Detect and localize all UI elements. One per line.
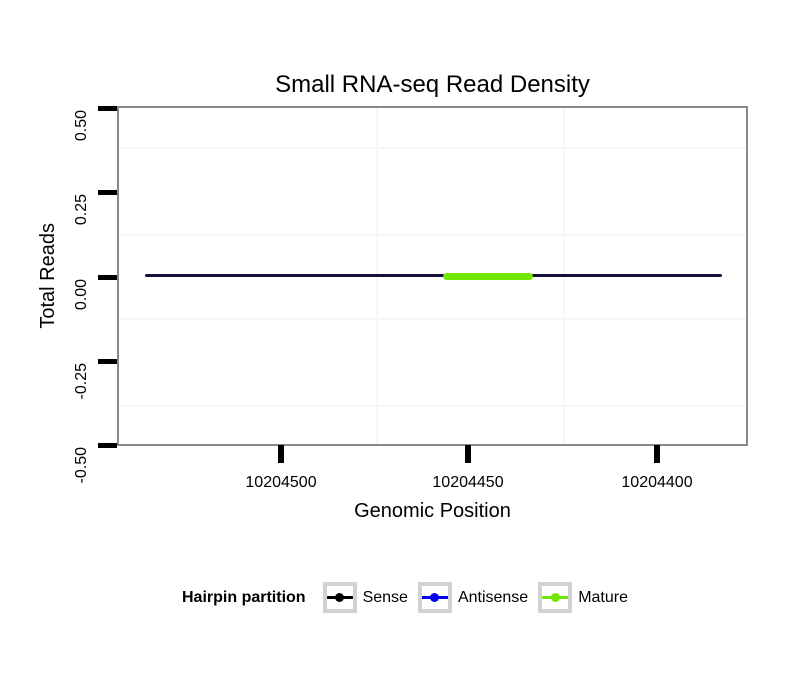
y-tick-label: 0.25 bbox=[73, 194, 90, 226]
x-tick-label: 10204500 bbox=[245, 474, 317, 491]
legend: Hairpin partition Sense Antisense Mature bbox=[0, 581, 810, 614]
chart-title: Small RNA-seq Read Density bbox=[275, 71, 590, 98]
x-axis-tick bbox=[465, 445, 471, 463]
y-axis-title-box: Total Reads bbox=[36, 106, 60, 446]
y-axis-tick bbox=[98, 275, 117, 280]
x-axis-title: Genomic Position bbox=[354, 500, 511, 522]
point-glyph-icon bbox=[335, 593, 345, 602]
legend-title: Hairpin partition bbox=[182, 588, 306, 606]
y-tick-label: -0.25 bbox=[73, 363, 90, 400]
legend-key-sense bbox=[322, 582, 357, 613]
legend-label-mature: Mature bbox=[578, 588, 628, 606]
mature-region-segment bbox=[443, 273, 533, 280]
plot-panel-border bbox=[117, 106, 748, 446]
legend-key-mature bbox=[538, 582, 573, 613]
x-axis-tick bbox=[654, 445, 660, 463]
y-axis-tick bbox=[98, 359, 117, 364]
x-tick-label: 10204400 bbox=[621, 474, 693, 491]
point-glyph-icon bbox=[550, 593, 560, 602]
y-axis-tick bbox=[98, 106, 117, 111]
y-tick-label: -0.50 bbox=[73, 447, 90, 484]
y-axis-tick bbox=[98, 190, 117, 195]
gridline-minor-h bbox=[119, 147, 746, 149]
point-glyph-icon bbox=[430, 593, 440, 602]
legend-label-sense: Sense bbox=[362, 588, 408, 606]
legend-label-antisense: Antisense bbox=[457, 588, 529, 606]
gridline-minor-h bbox=[119, 405, 746, 407]
legend-key-antisense bbox=[417, 582, 452, 613]
sense-antisense-zero-line bbox=[145, 274, 722, 277]
gridline-minor-h bbox=[119, 318, 746, 320]
y-tick-label: 0.50 bbox=[73, 110, 90, 142]
gridline-minor-h bbox=[119, 234, 746, 236]
x-axis-tick bbox=[278, 445, 284, 463]
y-axis-tick bbox=[98, 443, 117, 448]
y-tick-label: 0.00 bbox=[73, 279, 90, 311]
y-axis-title: Total Reads bbox=[37, 223, 59, 329]
x-tick-label: 10204450 bbox=[432, 474, 504, 491]
